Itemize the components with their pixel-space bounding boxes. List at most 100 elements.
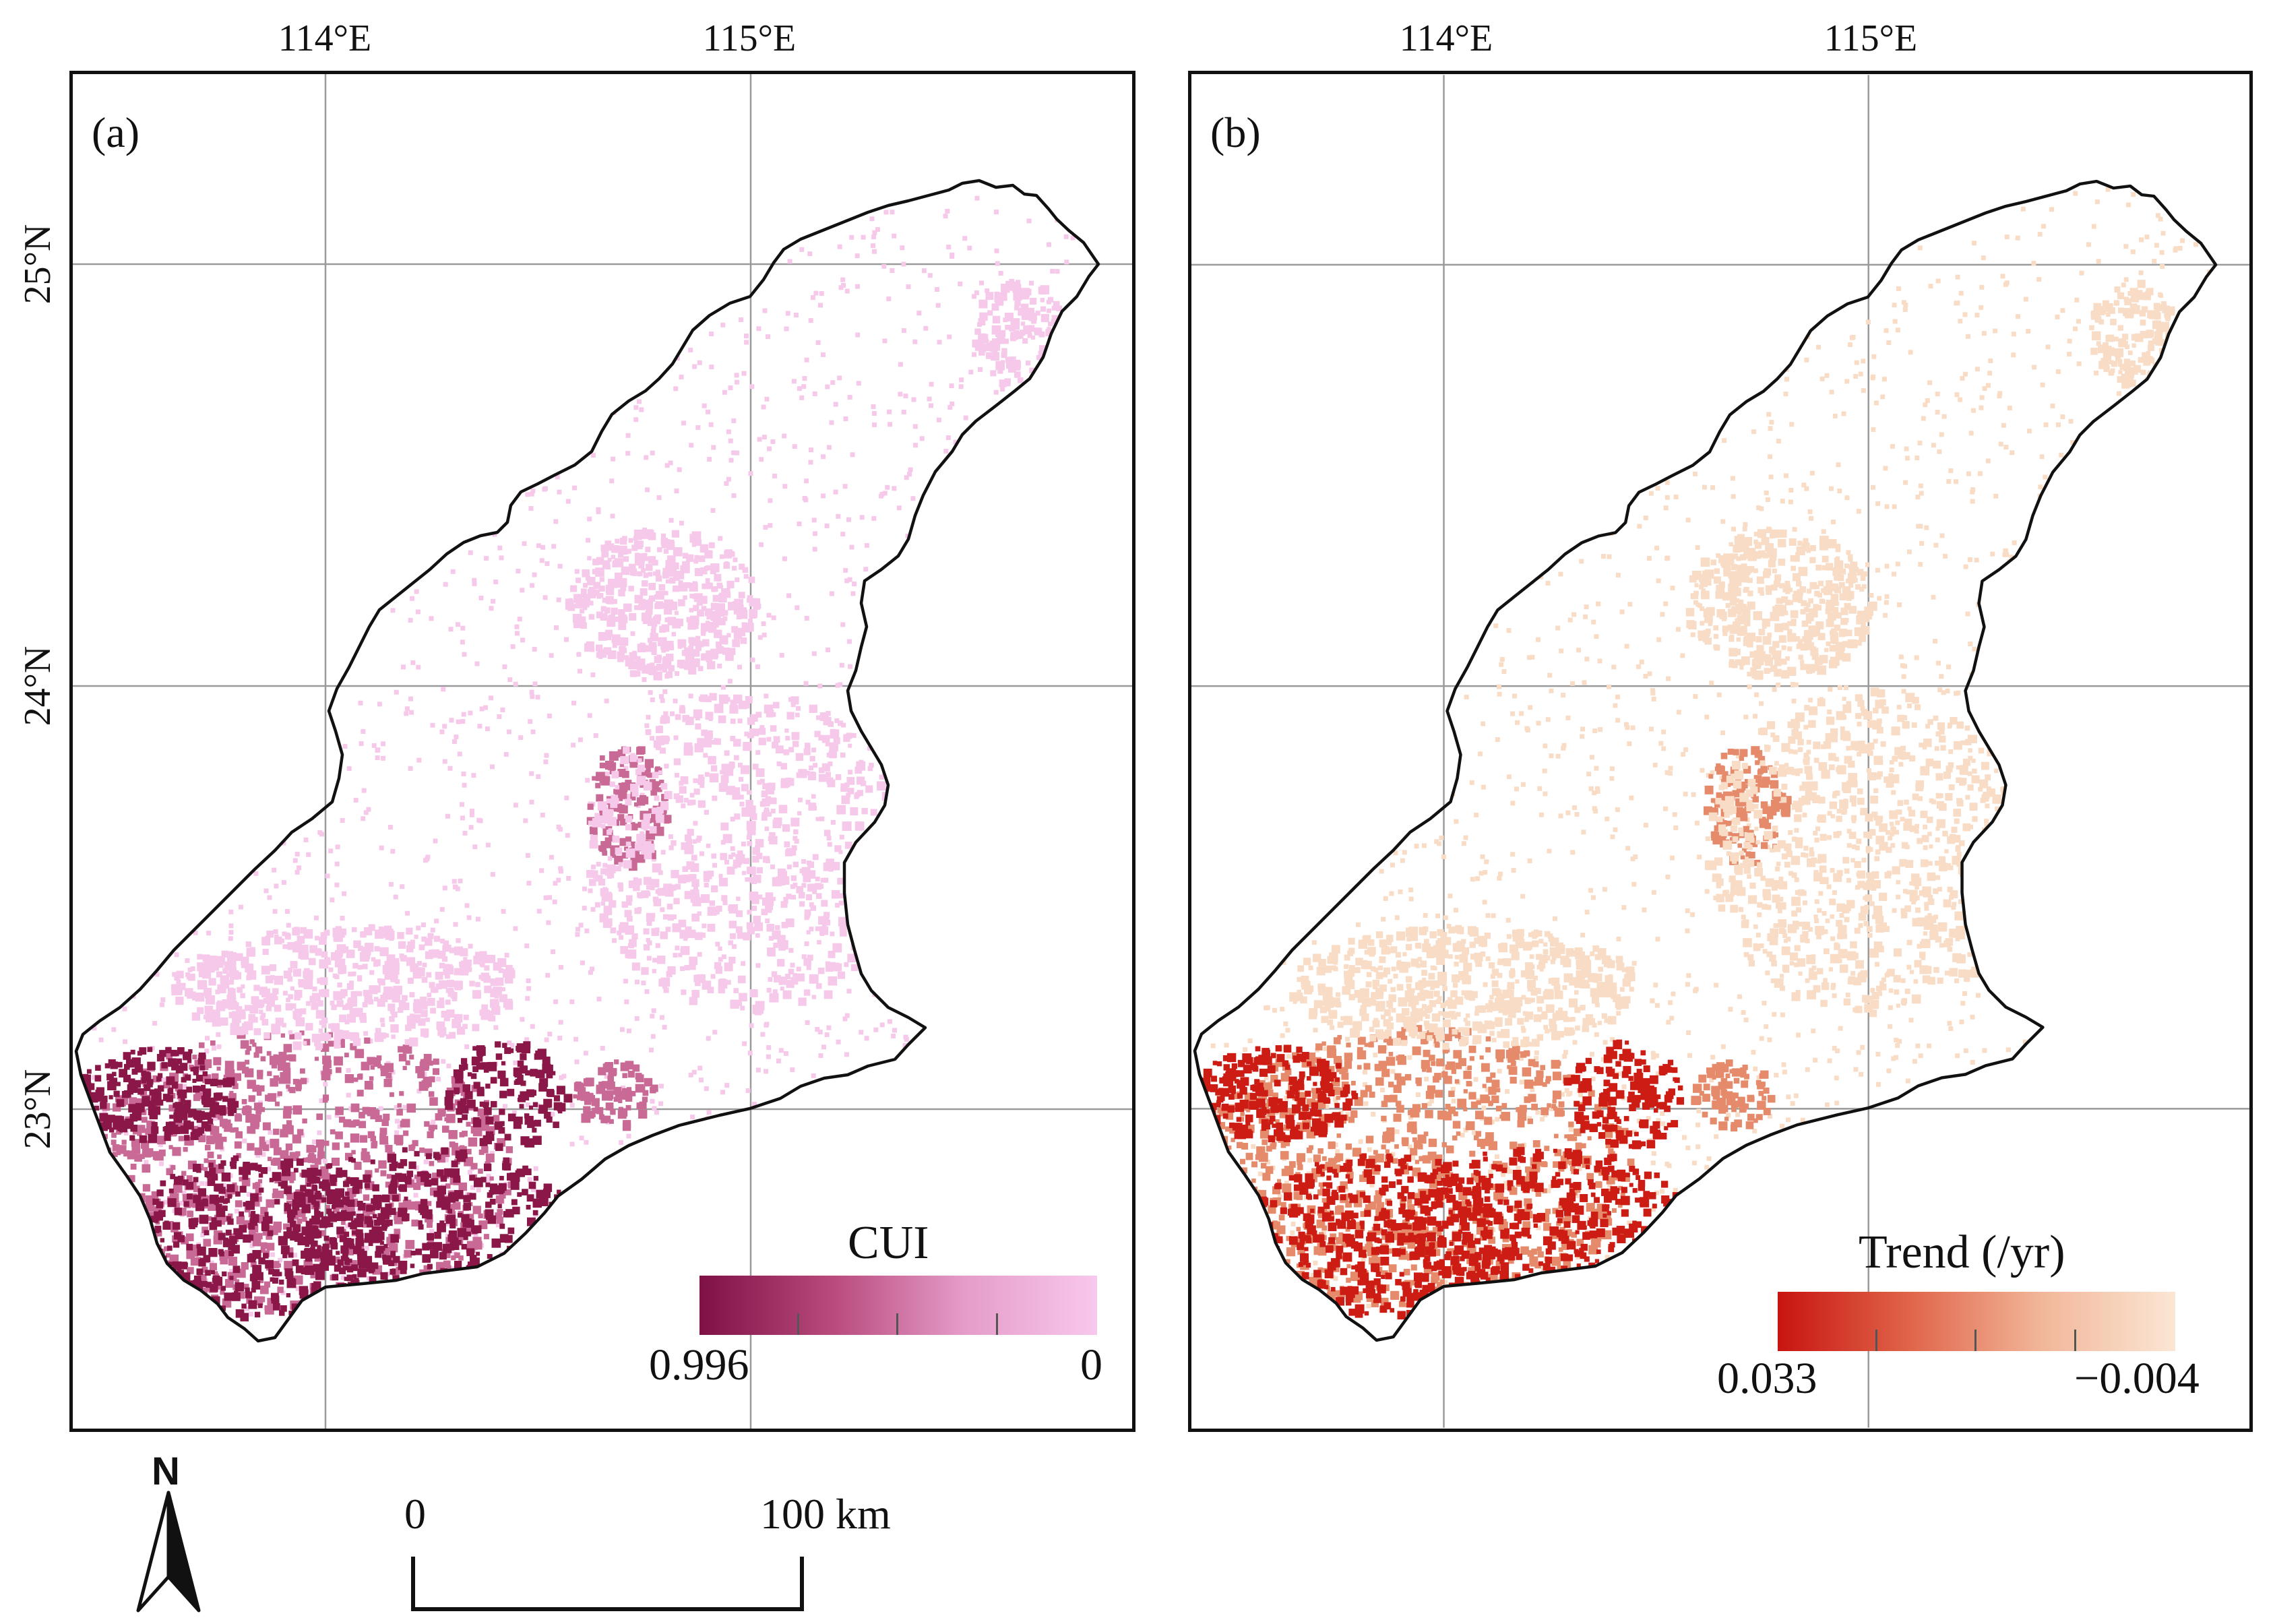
raster-pixel	[555, 1231, 562, 1237]
raster-pixel	[394, 1130, 400, 1135]
raster-pixel	[243, 1163, 251, 1172]
raster-pixel	[989, 557, 993, 563]
raster-pixel	[643, 332, 648, 337]
raster-pixel	[937, 340, 942, 345]
raster-pixel	[934, 1075, 939, 1081]
raster-pixel	[747, 1051, 753, 1056]
raster-pixel	[228, 880, 234, 885]
raster-pixel	[143, 485, 148, 490]
raster-pixel	[627, 1071, 635, 1078]
raster-pixel	[151, 307, 156, 313]
raster-pixel	[671, 341, 677, 346]
raster-pixel	[303, 1038, 311, 1046]
raster-pixel	[469, 1193, 476, 1200]
raster-pixel	[375, 747, 381, 753]
raster-pixel	[77, 254, 82, 259]
raster-pixel	[977, 1009, 983, 1014]
raster-pixel	[1008, 928, 1014, 933]
raster-pixel	[139, 1226, 148, 1236]
raster-pixel	[908, 467, 913, 472]
raster-pixel	[416, 925, 421, 931]
raster-pixel	[334, 1256, 340, 1263]
raster-pixel	[659, 780, 664, 785]
raster-pixel	[137, 257, 142, 263]
raster-pixel	[1090, 973, 1095, 978]
raster-pixel	[139, 706, 145, 712]
raster-pixel	[838, 682, 843, 687]
raster-pixel	[398, 295, 404, 300]
raster-pixel	[936, 417, 941, 423]
raster-pixel	[215, 1183, 224, 1192]
raster-pixel	[147, 1212, 155, 1220]
raster-pixel	[555, 1251, 565, 1261]
raster-pixel	[312, 1139, 317, 1144]
raster-pixel	[377, 701, 382, 707]
raster-pixel	[195, 1074, 203, 1082]
raster-pixel	[958, 938, 963, 943]
raster-pixel	[134, 1154, 142, 1162]
raster-pixel	[961, 1084, 966, 1089]
raster-pixel	[482, 1102, 489, 1108]
raster-pixel	[287, 1209, 296, 1218]
raster-pixel	[861, 235, 866, 240]
raster-pixel	[806, 930, 811, 935]
raster-pixel	[183, 1147, 188, 1152]
raster-pixel	[1030, 826, 1036, 832]
raster-pixel	[938, 611, 943, 617]
raster-pixel	[482, 523, 487, 528]
raster-pixel	[220, 752, 225, 757]
raster-pixel	[365, 1255, 373, 1263]
raster-pixel	[580, 608, 585, 614]
raster-pixel	[218, 239, 224, 245]
raster-pixel	[619, 1140, 624, 1146]
raster-pixel	[249, 1039, 255, 1044]
raster-pixel	[523, 1270, 530, 1276]
raster-pixel	[125, 1193, 133, 1201]
raster-pixel	[76, 592, 80, 597]
raster-pixel	[642, 528, 648, 532]
raster-pixel	[302, 342, 307, 348]
raster-pixel	[995, 1047, 1000, 1053]
raster-pixel	[321, 1071, 331, 1081]
raster-pixel	[102, 1163, 108, 1170]
raster-pixel	[929, 381, 934, 387]
raster-pixel	[764, 1022, 769, 1028]
raster-pixel	[664, 198, 670, 204]
raster-pixel	[959, 1191, 964, 1197]
raster-pixel	[615, 1092, 623, 1100]
raster-pixel	[708, 1172, 713, 1177]
raster-pixel	[382, 1286, 390, 1294]
raster-pixel	[497, 1209, 503, 1215]
raster-pixel	[812, 391, 817, 396]
raster-pixel	[377, 454, 383, 460]
raster-pixel	[773, 942, 779, 948]
raster-pixel	[173, 1241, 180, 1248]
raster-pixel	[444, 493, 449, 499]
raster-pixel	[100, 1102, 107, 1109]
raster-pixel	[503, 1163, 511, 1171]
raster-pixel	[99, 334, 104, 339]
raster-pixel	[379, 845, 384, 850]
raster-pixel	[263, 888, 269, 894]
raster-pixel	[536, 543, 541, 549]
raster-pixel	[372, 1184, 379, 1191]
raster-pixel	[294, 791, 299, 797]
raster-pixel	[452, 257, 458, 261]
raster-pixel	[1053, 805, 1058, 811]
raster-pixel	[865, 1090, 871, 1095]
raster-pixel	[257, 1069, 263, 1076]
raster-pixel	[278, 1236, 286, 1244]
raster-pixel	[859, 957, 864, 962]
raster-pixel	[815, 1027, 820, 1032]
raster-pixel	[385, 1145, 393, 1153]
raster-pixel	[476, 1045, 485, 1054]
raster-pixel	[293, 191, 299, 197]
raster-pixel	[891, 1033, 896, 1038]
raster-pixel	[276, 1263, 281, 1268]
raster-pixel	[1076, 1053, 1082, 1058]
raster-pixel	[347, 1199, 355, 1207]
raster-pixel	[115, 257, 120, 262]
raster-pixel	[734, 373, 739, 378]
raster-pixel	[464, 1286, 474, 1296]
raster-pixel	[507, 1113, 516, 1122]
